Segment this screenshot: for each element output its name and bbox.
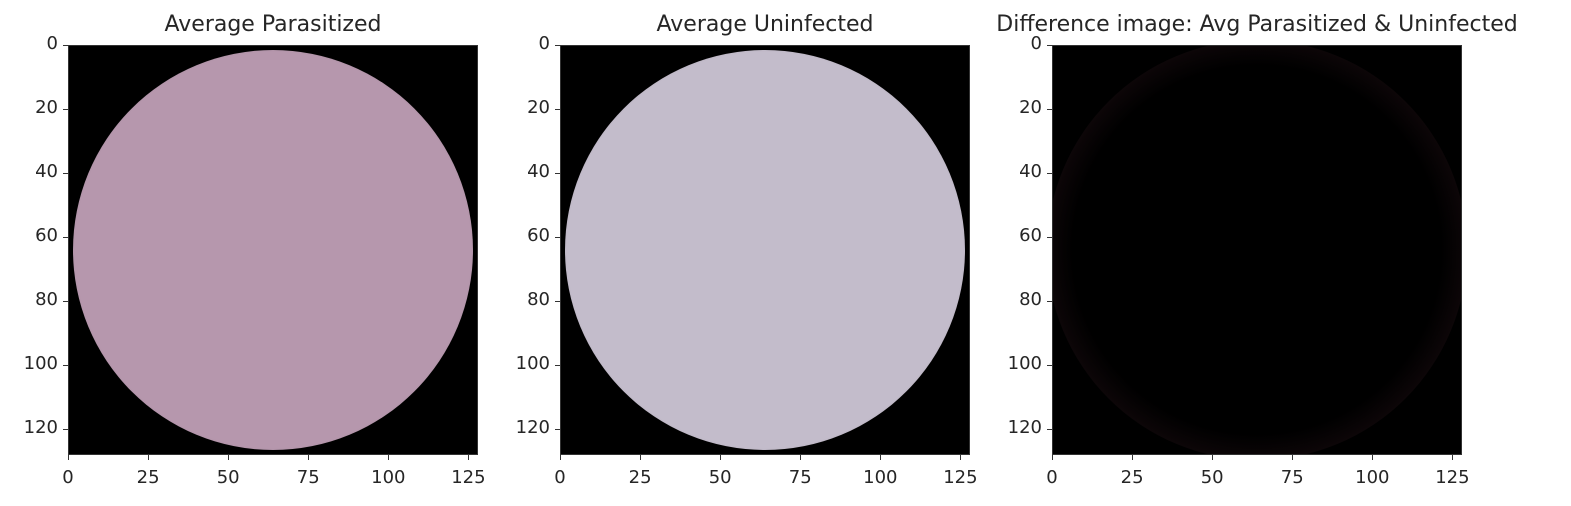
- cell-image: [565, 50, 965, 450]
- y-tick-label: 120: [1007, 417, 1042, 439]
- y-tick-mark: [63, 365, 68, 367]
- y-tick-mark: [63, 237, 68, 239]
- x-tick-label: 0: [62, 467, 74, 488]
- y-tick-label: 120: [515, 417, 550, 439]
- y-tick-mark: [555, 237, 560, 239]
- y-tick-label: 60: [527, 225, 550, 247]
- x-tick-label: 100: [863, 467, 898, 488]
- y-tick-mark: [63, 109, 68, 111]
- image-area: [560, 45, 970, 455]
- y-tick-mark: [1047, 237, 1052, 239]
- x-tick-mark: [68, 455, 69, 460]
- x-tick-mark: [228, 455, 230, 460]
- y-tick-label: 0: [1030, 33, 1042, 54]
- y-tick-label: 20: [527, 97, 550, 119]
- chart-title: Average Parasitized: [164, 12, 382, 37]
- x-tick-label: 125: [1435, 467, 1470, 488]
- y-tick-mark: [1047, 429, 1052, 431]
- y-tick-label: 60: [1019, 225, 1042, 247]
- x-tick-mark: [640, 455, 642, 460]
- x-tick-mark: [148, 455, 150, 460]
- chart-title: Difference image: Avg Parasitized & Unin…: [996, 12, 1518, 37]
- y-tick-mark: [555, 173, 560, 175]
- y-tick-mark: [555, 109, 560, 111]
- y-tick-mark: [63, 301, 68, 303]
- cell-image: [1053, 46, 1461, 454]
- y-tick-mark: [63, 45, 68, 46]
- x-tick-mark: [1292, 455, 1294, 460]
- y-tick-mark: [63, 429, 68, 431]
- y-tick-label: 40: [35, 161, 58, 183]
- x-tick-mark: [1372, 455, 1374, 460]
- y-tick-label: 20: [35, 97, 58, 119]
- y-tick-label: 40: [527, 161, 550, 183]
- x-tick-mark: [1212, 455, 1214, 460]
- y-tick-label: 60: [35, 225, 58, 247]
- x-tick-mark: [1132, 455, 1134, 460]
- x-tick-mark: [880, 455, 882, 460]
- x-tick-label: 125: [943, 467, 978, 488]
- y-tick-label: 100: [1007, 353, 1042, 375]
- y-tick-mark: [555, 301, 560, 303]
- x-tick-label: 0: [554, 467, 566, 488]
- y-tick-mark: [1047, 173, 1052, 175]
- x-tick-label: 50: [708, 467, 732, 488]
- x-tick-label: 0: [1046, 467, 1058, 488]
- x-tick-mark: [308, 455, 310, 460]
- x-tick-label: 75: [788, 467, 812, 488]
- y-tick-mark: [1047, 365, 1052, 367]
- y-tick-mark: [555, 429, 560, 431]
- y-tick-label: 120: [23, 417, 58, 439]
- x-tick-mark: [720, 455, 722, 460]
- x-tick-mark: [800, 455, 802, 460]
- y-tick-label: 80: [527, 289, 550, 311]
- x-tick-mark: [560, 455, 561, 460]
- image-area: [1052, 45, 1462, 455]
- x-tick-label: 25: [1120, 467, 1144, 488]
- cell-image: [73, 50, 473, 450]
- x-tick-label: 125: [451, 467, 486, 488]
- x-tick-mark: [468, 455, 470, 460]
- y-tick-mark: [1047, 45, 1052, 46]
- chart-title: Average Uninfected: [656, 12, 874, 37]
- y-tick-label: 0: [46, 33, 58, 54]
- y-tick-label: 20: [1019, 97, 1042, 119]
- y-tick-mark: [555, 45, 560, 46]
- x-tick-mark: [388, 455, 390, 460]
- x-tick-mark: [1052, 455, 1053, 460]
- y-tick-label: 80: [35, 289, 58, 311]
- y-tick-label: 80: [1019, 289, 1042, 311]
- x-tick-label: 75: [1280, 467, 1304, 488]
- x-tick-label: 100: [371, 467, 406, 488]
- y-tick-label: 100: [515, 353, 550, 375]
- y-tick-label: 40: [1019, 161, 1042, 183]
- y-tick-label: 0: [538, 33, 550, 54]
- image-area: [68, 45, 478, 455]
- x-tick-label: 75: [296, 467, 320, 488]
- x-tick-mark: [1452, 455, 1454, 460]
- chart-panel-2: Average Uninfected 0 20 40 60 80 100 120 0 25 50 75…: [492, 0, 1012, 506]
- x-tick-label: 25: [628, 467, 652, 488]
- y-tick-label: 100: [23, 353, 58, 375]
- y-tick-mark: [1047, 301, 1052, 303]
- x-tick-label: 25: [136, 467, 160, 488]
- x-tick-label: 100: [1355, 467, 1390, 488]
- chart-panel-1: Average Parasitized 0 20 40 60 80 100 120 0 25 50 7…: [0, 0, 520, 506]
- x-tick-mark: [960, 455, 962, 460]
- y-tick-mark: [63, 173, 68, 175]
- x-tick-label: 50: [1200, 467, 1224, 488]
- y-tick-mark: [1047, 109, 1052, 111]
- chart-panel-3: Difference image: Avg Parasitized & Unin…: [984, 0, 1517, 506]
- x-tick-label: 50: [216, 467, 240, 488]
- y-tick-mark: [555, 365, 560, 367]
